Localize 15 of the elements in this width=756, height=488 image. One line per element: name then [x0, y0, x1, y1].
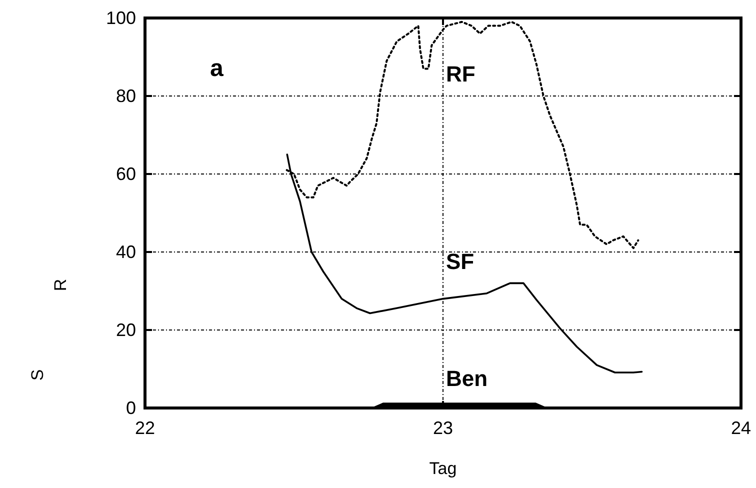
y-tick-label: 20: [116, 320, 136, 340]
annotation: a: [210, 55, 224, 82]
y-tick-label: 80: [116, 86, 136, 106]
y-tick-label: 100: [106, 8, 136, 28]
x-tick-label: 22: [134, 418, 156, 438]
series-label: SF: [446, 248, 474, 274]
y-tick-label: 60: [116, 164, 136, 184]
x-axis-title: Tag: [429, 459, 457, 478]
x-tick-label: 23: [432, 418, 454, 438]
x-tick-label: 24: [730, 418, 752, 438]
text: S R: [28, 278, 70, 381]
y-tick-label: 0: [126, 398, 136, 418]
series-label: RF: [446, 62, 476, 87]
series-label: Ben: [446, 366, 488, 392]
y-tick-label: 40: [116, 242, 136, 262]
